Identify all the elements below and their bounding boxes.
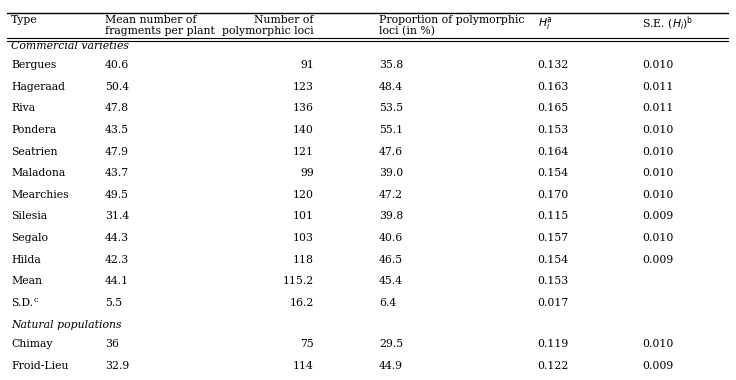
Text: Hageraad: Hageraad (11, 82, 65, 92)
Text: 47.8: 47.8 (105, 103, 129, 114)
Text: 47.2: 47.2 (379, 190, 403, 200)
Text: Proportion of polymorphic: Proportion of polymorphic (379, 15, 524, 25)
Text: 50.4: 50.4 (105, 82, 129, 92)
Text: 36: 36 (105, 339, 118, 349)
Text: 46.5: 46.5 (379, 255, 403, 265)
Text: 0.153: 0.153 (537, 125, 569, 135)
Text: Hilda: Hilda (11, 255, 40, 265)
Text: 140: 140 (293, 125, 314, 135)
Text: 0.011: 0.011 (642, 103, 673, 114)
Text: 35.8: 35.8 (379, 60, 403, 70)
Text: c: c (34, 296, 38, 304)
Text: 0.170: 0.170 (537, 190, 569, 200)
Text: 0.009: 0.009 (642, 361, 673, 371)
Text: Seatrien: Seatrien (11, 147, 57, 157)
Text: Natural populations: Natural populations (11, 320, 121, 330)
Text: 44.1: 44.1 (105, 276, 129, 286)
Text: Number of: Number of (255, 15, 314, 25)
Text: 16.2: 16.2 (289, 298, 314, 308)
Text: 0.010: 0.010 (642, 125, 673, 135)
Text: Froid-Lieu: Froid-Lieu (11, 361, 68, 371)
Text: 0.122: 0.122 (537, 361, 569, 371)
Text: 29.5: 29.5 (379, 339, 403, 349)
Text: 0.119: 0.119 (537, 339, 569, 349)
Text: 0.157: 0.157 (537, 233, 569, 243)
Text: 0.009: 0.009 (642, 212, 673, 222)
Text: S.E. $(H_i)^{\mathrm{b}}$: S.E. $(H_i)^{\mathrm{b}}$ (642, 15, 693, 33)
Text: 45.4: 45.4 (379, 276, 403, 286)
Text: polymorphic loci: polymorphic loci (222, 26, 314, 36)
Text: 121: 121 (293, 147, 314, 157)
Text: 0.010: 0.010 (642, 147, 673, 157)
Text: 91: 91 (300, 60, 314, 70)
Text: Mean number of: Mean number of (105, 15, 197, 25)
Text: 0.132: 0.132 (537, 60, 569, 70)
Text: 53.5: 53.5 (379, 103, 403, 114)
Text: Mean: Mean (11, 276, 42, 286)
Text: 40.6: 40.6 (105, 60, 129, 70)
Text: 0.009: 0.009 (642, 255, 673, 265)
Text: 55.1: 55.1 (379, 125, 403, 135)
Text: 5.5: 5.5 (105, 298, 122, 308)
Text: 0.010: 0.010 (642, 168, 673, 178)
Text: 42.3: 42.3 (105, 255, 129, 265)
Text: 0.011: 0.011 (642, 82, 673, 92)
Text: Maladona: Maladona (11, 168, 66, 178)
Text: 31.4: 31.4 (105, 212, 129, 222)
Text: 6.4: 6.4 (379, 298, 396, 308)
Text: Riva: Riva (11, 103, 35, 114)
Text: 136: 136 (293, 103, 314, 114)
Text: Pondera: Pondera (11, 125, 56, 135)
Text: $H_i^{\mathrm{a}}$: $H_i^{\mathrm{a}}$ (537, 15, 553, 32)
Text: 0.010: 0.010 (642, 60, 673, 70)
Text: 44.9: 44.9 (379, 361, 403, 371)
Text: 0.010: 0.010 (642, 190, 673, 200)
Text: 0.164: 0.164 (537, 147, 569, 157)
Text: 49.5: 49.5 (105, 190, 129, 200)
Text: Segalo: Segalo (11, 233, 48, 243)
Text: 120: 120 (293, 190, 314, 200)
Text: 0.154: 0.154 (537, 255, 569, 265)
Text: Mearchies: Mearchies (11, 190, 68, 200)
Text: 48.4: 48.4 (379, 82, 403, 92)
Text: 39.8: 39.8 (379, 212, 403, 222)
Text: 40.6: 40.6 (379, 233, 403, 243)
Text: 0.153: 0.153 (537, 276, 569, 286)
Text: 32.9: 32.9 (105, 361, 129, 371)
Text: 114: 114 (293, 361, 314, 371)
Text: Type: Type (11, 15, 38, 25)
Text: 118: 118 (293, 255, 314, 265)
Text: 47.6: 47.6 (379, 147, 403, 157)
Text: 0.165: 0.165 (537, 103, 569, 114)
Text: 0.115: 0.115 (537, 212, 569, 222)
Text: 101: 101 (293, 212, 314, 222)
Text: 44.3: 44.3 (105, 233, 129, 243)
Text: 0.010: 0.010 (642, 233, 673, 243)
Text: 0.010: 0.010 (642, 339, 673, 349)
Text: 0.163: 0.163 (537, 82, 569, 92)
Text: S.D.: S.D. (11, 298, 33, 308)
Text: 99: 99 (300, 168, 314, 178)
Text: 39.0: 39.0 (379, 168, 403, 178)
Text: Chimay: Chimay (11, 339, 52, 349)
Text: Silesia: Silesia (11, 212, 47, 222)
Text: 123: 123 (293, 82, 314, 92)
Text: 75: 75 (300, 339, 314, 349)
Text: 47.9: 47.9 (105, 147, 129, 157)
Text: Bergues: Bergues (11, 60, 56, 70)
Text: 0.154: 0.154 (537, 168, 569, 178)
Text: 0.017: 0.017 (537, 298, 569, 308)
Text: 43.7: 43.7 (105, 168, 129, 178)
Text: loci (in %): loci (in %) (379, 26, 435, 36)
Text: Commercial varieties: Commercial varieties (11, 41, 129, 51)
Text: 103: 103 (293, 233, 314, 243)
Text: 43.5: 43.5 (105, 125, 129, 135)
Text: 115.2: 115.2 (283, 276, 314, 286)
Text: fragments per plant: fragments per plant (105, 26, 214, 36)
